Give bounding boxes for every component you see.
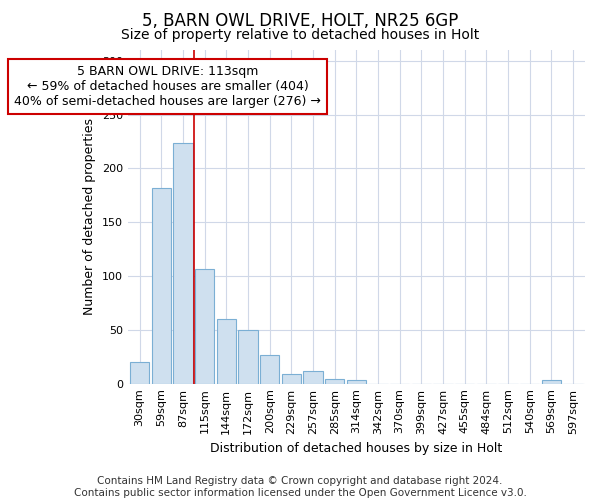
Bar (238, 330, 258, 384)
Bar (542, 380, 561, 384)
Bar (303, 371, 323, 384)
Y-axis label: Number of detached properties: Number of detached properties (83, 118, 96, 316)
Bar (347, 380, 366, 384)
Bar (130, 362, 149, 384)
Text: Contains HM Land Registry data © Crown copyright and database right 2024.
Contai: Contains HM Land Registry data © Crown c… (74, 476, 526, 498)
Text: 5 BARN OWL DRIVE: 113sqm
← 59% of detached houses are smaller (404)
40% of semi-: 5 BARN OWL DRIVE: 113sqm ← 59% of detach… (14, 65, 321, 108)
X-axis label: Distribution of detached houses by size in Holt: Distribution of detached houses by size … (210, 442, 502, 455)
Text: 5, BARN OWL DRIVE, HOLT, NR25 6GP: 5, BARN OWL DRIVE, HOLT, NR25 6GP (142, 12, 458, 30)
Bar (325, 380, 344, 384)
Bar (152, 188, 171, 384)
Text: Size of property relative to detached houses in Holt: Size of property relative to detached ho… (121, 28, 479, 42)
Bar (173, 142, 193, 384)
Bar (260, 354, 280, 384)
Bar (281, 374, 301, 384)
Bar (195, 268, 214, 384)
Bar (217, 319, 236, 384)
